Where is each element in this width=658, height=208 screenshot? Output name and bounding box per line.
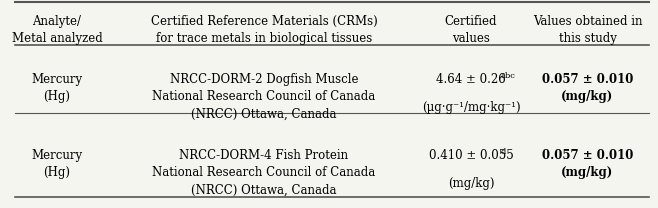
Text: abc: abc bbox=[501, 72, 516, 80]
Text: NRCC-DORM-4 Fish Protein
National Research Council of Canada
(NRCC) Ottawa, Cana: NRCC-DORM-4 Fish Protein National Resear… bbox=[153, 149, 376, 196]
Text: Values obtained in
this study: Values obtained in this study bbox=[533, 15, 642, 45]
Text: Mercury
(Hg): Mercury (Hg) bbox=[32, 73, 83, 103]
Text: Certified
values: Certified values bbox=[445, 15, 497, 45]
Text: NRCC-DORM-2 Dogfish Muscle
National Research Council of Canada
(NRCC) Ottawa, Ca: NRCC-DORM-2 Dogfish Muscle National Rese… bbox=[153, 73, 376, 120]
Text: (µg·g⁻¹/mg·kg⁻¹): (µg·g⁻¹/mg·kg⁻¹) bbox=[422, 101, 520, 114]
Text: Mercury
(Hg): Mercury (Hg) bbox=[32, 149, 83, 179]
Text: 0.057 ± 0.010
(mg/kg): 0.057 ± 0.010 (mg/kg) bbox=[542, 73, 633, 103]
Text: Analyte/
Metal analyzed: Analyte/ Metal analyzed bbox=[12, 15, 103, 45]
Text: Certified Reference Materials (CRMs)
for trace metals in biological tissues: Certified Reference Materials (CRMs) for… bbox=[151, 15, 378, 45]
Text: 4.64 ± 0.26: 4.64 ± 0.26 bbox=[436, 73, 506, 86]
Text: d: d bbox=[501, 148, 506, 156]
Text: (mg/kg): (mg/kg) bbox=[448, 177, 494, 190]
Text: 0.057 ± 0.010
(mg/kg): 0.057 ± 0.010 (mg/kg) bbox=[542, 149, 633, 179]
Text: 0.410 ± 0.055: 0.410 ± 0.055 bbox=[428, 149, 513, 162]
